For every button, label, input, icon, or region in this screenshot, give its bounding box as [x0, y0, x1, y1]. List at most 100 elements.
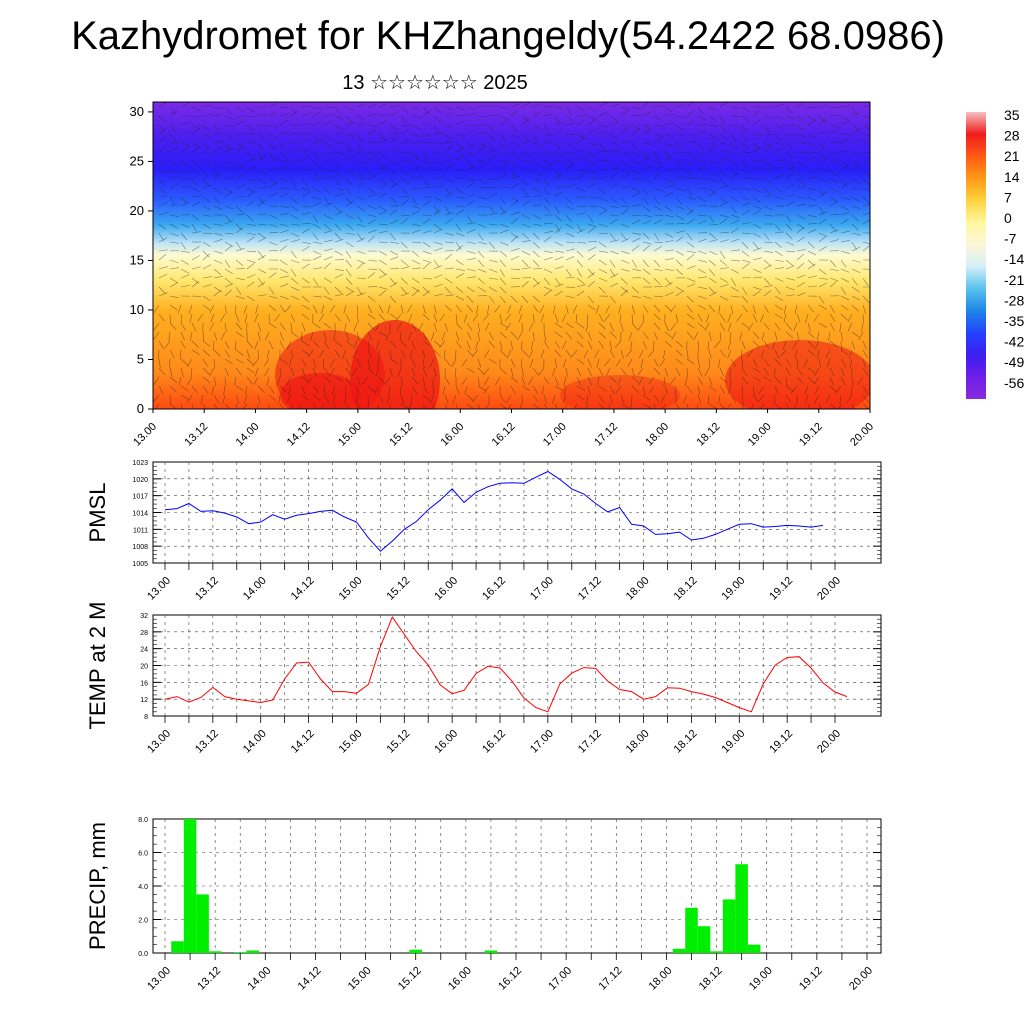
pr-xtick-label-4: 15.00: [346, 965, 374, 993]
xs-ytick-label-4: 20: [130, 203, 144, 218]
pr-bar-20: [409, 949, 422, 953]
tp-xtick-label-5: 15.12: [384, 728, 412, 756]
colorbar-label-4: 7: [1004, 189, 1012, 205]
tp-xtick-label-10: 18.00: [624, 728, 652, 756]
xs-xtick-label-8: 17.00: [541, 421, 569, 449]
colorbar-label-3: 14: [1004, 169, 1020, 185]
pmsl-panel: 1005 1008 1011 1014 1017 1020 1023 13.00 13.12 14…: [85, 460, 882, 603]
colorbar-label-5: 0: [1004, 210, 1012, 226]
pr-ytick-label-0: 0.0: [138, 951, 148, 958]
pr-bar-7: [246, 950, 260, 953]
pr-xtick-label-3: 14.12: [296, 965, 324, 993]
pm-xtick-label-6: 16.00: [432, 575, 460, 603]
pm-ytick-label-5: 1020: [132, 477, 148, 484]
colorbar-label-2: 21: [1004, 148, 1020, 164]
tp-xtick-label-13: 19.12: [767, 728, 795, 756]
pm-ytick-label-2: 1011: [133, 527, 148, 534]
pr-xtick-label-7: 16.12: [496, 965, 524, 993]
pr-bar-44: [710, 951, 723, 953]
colorbar-label-8: -21: [1004, 272, 1024, 288]
tp-series-line: [164, 616, 848, 713]
pm-ytick-label-3: 1014: [132, 511, 148, 518]
tp-xtick-label-7: 16.12: [480, 728, 508, 756]
pm-xtick-label-8: 17.00: [528, 575, 556, 603]
pr-bar-43: [697, 926, 711, 953]
warm-patch-4: [560, 375, 680, 409]
xs-xtick-label-0: 13.00: [131, 421, 159, 449]
tp-ytick-label-5: 28: [140, 630, 148, 637]
pr-bar-1: [171, 941, 184, 953]
tp-ytick-label-1: 12: [140, 697, 148, 704]
pr-xtick-label-2: 14.00: [245, 965, 273, 993]
xs-xtick-label-7: 16.12: [490, 421, 518, 449]
pr-bar-46: [735, 864, 748, 953]
tp-xtick-label-6: 16.00: [432, 728, 460, 756]
pr-bar-42: [685, 907, 698, 953]
xs-xtick-label-6: 16.00: [438, 421, 466, 449]
xs-xtick-label-12: 19.00: [746, 421, 774, 449]
pm-ytick-label-4: 1017: [132, 494, 148, 501]
colorbar-label-6: -7: [1004, 231, 1017, 247]
pr-bar-4: [208, 951, 222, 953]
pr-bar-3: [196, 894, 209, 953]
pm-series-line: [164, 470, 824, 552]
xs-xtick-label-3: 14.12: [285, 421, 313, 449]
colorbar: 35 28 21 14 7 0 -7 -14 -21 -28 -35 -42 -49 -56: [966, 107, 1024, 399]
xs-xtick-label-5: 15.12: [387, 421, 415, 449]
xs-xtick-label-4: 15.00: [336, 421, 364, 449]
pr-bar-45: [722, 899, 736, 953]
pm-ylabel: PMSL: [85, 483, 110, 543]
tp-xtick-label-4: 15.00: [337, 728, 365, 756]
tp-xtick-label-1: 13.12: [193, 728, 221, 756]
pm-xtick-label-11: 18.12: [672, 575, 700, 603]
pm-xtick-label-2: 14.00: [241, 575, 269, 603]
pr-xtick-label-9: 17.12: [596, 965, 624, 993]
pm-xtick-label-0: 13.00: [145, 575, 173, 603]
tp-xtick-label-0: 13.00: [145, 728, 173, 756]
xs-ytick-label-1: 5: [137, 351, 144, 366]
xs-xtick-label-1: 13.12: [182, 421, 210, 449]
colorbar-label-0: 35: [1004, 107, 1020, 123]
pr-bar-41: [672, 948, 686, 953]
warm-patch-1: [350, 320, 440, 409]
xs-xtick-label-13: 19.12: [797, 421, 825, 449]
colorbar-label-12: -49: [1004, 354, 1024, 370]
xs-ytick-label-6: 30: [130, 104, 144, 119]
pm-xtick-label-9: 17.12: [576, 575, 604, 603]
xs-xtick-label-14: 20.00: [848, 421, 876, 449]
cross-section-panel: 0 5 10 15 20 25 30 13.00 13.12 14.00 14.12 15.00 15.…: [130, 101, 876, 449]
page-subtitle: 13 ☆☆☆☆☆☆ 2025: [342, 72, 528, 94]
pr-xtick-label-10: 18.00: [647, 965, 675, 993]
xs-xtick-label-2: 14.00: [234, 421, 262, 449]
pm-xtick-label-7: 16.12: [480, 575, 508, 603]
pm-xtick-label-13: 19.12: [767, 575, 795, 603]
precip-panel: 0.0 2.0 4.0 6.0 8.0 13.00 13.12 14.00 14.12 15.00…: [85, 817, 882, 993]
colorbar-label-9: -28: [1004, 292, 1024, 308]
pr-xtick-label-11: 18.12: [697, 965, 725, 993]
pm-xtick-label-12: 19.00: [719, 575, 747, 603]
xs-ytick-label-3: 15: [130, 252, 144, 267]
pr-bar-47: [747, 944, 761, 953]
page-title: Kazhydromet for KHZhangeldy(54.2422 68.0…: [71, 14, 945, 58]
pm-xtick-label-10: 18.00: [624, 575, 652, 603]
xs-xtick-label-10: 18.00: [643, 421, 671, 449]
xs-ytick-label-0: 0: [137, 401, 144, 416]
pr-bar-6: [233, 952, 247, 953]
pm-xtick-label-14: 20.00: [815, 575, 843, 603]
tp-xtick-label-11: 18.12: [672, 728, 700, 756]
pm-xtick-label-5: 15.12: [384, 575, 412, 603]
tp-ytick-label-4: 24: [140, 647, 148, 654]
xs-xtick-label-9: 17.12: [592, 421, 620, 449]
pr-xtick-label-8: 17.00: [546, 965, 574, 993]
pm-xtick-label-3: 14.12: [289, 575, 317, 603]
pm-ytick-label-6: 1023: [132, 460, 148, 467]
tp-ytick-label-0: 8: [144, 714, 148, 721]
colorbar-label-10: -35: [1004, 313, 1024, 329]
pm-xtick-label-1: 13.12: [193, 575, 221, 603]
pr-xtick-label-0: 13.00: [145, 965, 173, 993]
pr-ytick-label-3: 6.0: [138, 851, 148, 858]
tp-ytick-label-3: 20: [140, 664, 148, 671]
tp-ytick-label-2: 16: [140, 680, 148, 687]
pr-bar-26: [484, 950, 498, 953]
